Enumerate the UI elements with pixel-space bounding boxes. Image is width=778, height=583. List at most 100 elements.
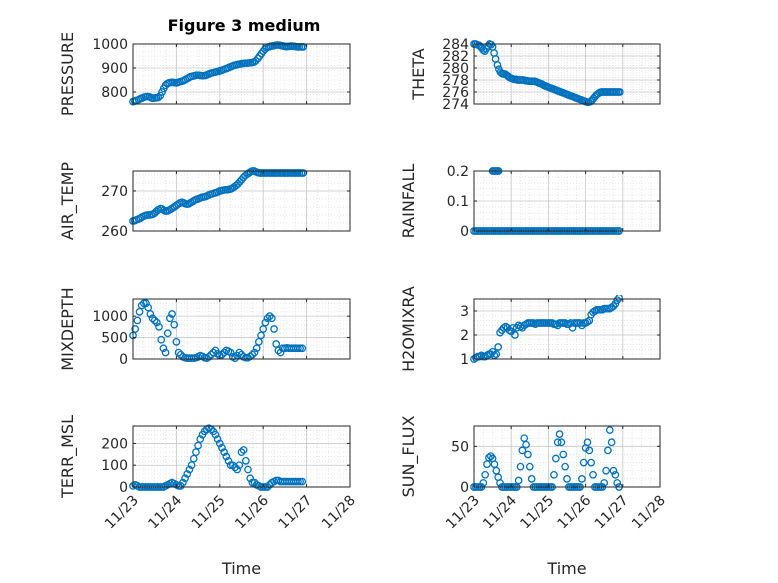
data-point <box>583 438 592 447</box>
y-tick-label: 260 <box>101 224 128 240</box>
data-point <box>161 348 170 357</box>
data-series <box>129 41 307 106</box>
data-point <box>611 470 620 479</box>
y-axis-label: MIXDEPTH <box>58 287 77 370</box>
data-point <box>174 348 183 357</box>
data-point <box>142 299 150 308</box>
data-point <box>600 479 609 487</box>
data-point <box>557 438 566 447</box>
data-point <box>150 316 159 325</box>
data-point <box>155 323 163 331</box>
y-tick-label: 282 <box>442 49 469 65</box>
data-point <box>187 461 196 470</box>
data-point <box>604 446 612 455</box>
y-tick-label: 0 <box>460 480 469 496</box>
y-tick-label: 200 <box>101 436 128 452</box>
y-tick-label: 0 <box>119 480 128 496</box>
data-point <box>213 435 222 443</box>
x-axis-label: Time <box>221 559 261 578</box>
y-tick-label: 1000 <box>92 309 128 325</box>
data-point <box>485 453 493 462</box>
y-tick-label: 500 <box>101 331 128 347</box>
data-point <box>146 310 155 318</box>
data-point <box>251 56 260 65</box>
y-axis-label: THETA <box>409 48 428 100</box>
data-point <box>259 325 268 333</box>
y-axis-label: SUN_FLUX <box>399 416 419 498</box>
data-point <box>231 463 239 472</box>
y-axis: 1 2 3 <box>460 304 660 368</box>
data-point <box>250 348 259 357</box>
data-point <box>261 318 270 327</box>
y-tick-label: 900 <box>101 61 128 77</box>
x-tick-label: 11/26 <box>555 492 595 532</box>
y-tick-label: 100 <box>101 458 128 474</box>
axes-box <box>473 43 661 105</box>
data-point <box>493 61 502 69</box>
data-point <box>514 476 523 485</box>
data-point <box>185 199 193 208</box>
data-point <box>153 318 161 327</box>
data-point <box>235 461 244 470</box>
x-tick-label: 11/26 <box>232 492 272 532</box>
y-tick-label: 280 <box>442 61 469 77</box>
data-point <box>158 88 166 96</box>
data-point <box>140 299 148 308</box>
subplot-pressure: 800 900 1000 PRESSURE <box>58 32 351 116</box>
data-point <box>607 438 616 447</box>
y-tick-label: 1 <box>460 352 469 368</box>
axes-box <box>132 298 351 360</box>
data-point <box>284 169 293 177</box>
data-point <box>135 308 144 316</box>
data-point <box>602 466 610 475</box>
data-point <box>615 88 624 96</box>
data-point <box>189 454 198 463</box>
subplot-terr_msl: 11/23 11/24 11/25 11/26 11/27 11/28 0 100 200 TER… <box>58 415 359 578</box>
data-point <box>273 169 282 177</box>
y-axis: 800 900 1000 <box>92 37 350 101</box>
data-point <box>215 439 224 448</box>
data-point <box>255 338 263 346</box>
data-point <box>143 211 152 219</box>
data-point <box>294 477 302 486</box>
data-point <box>233 465 242 474</box>
data-point <box>589 470 597 479</box>
data-point <box>226 348 235 357</box>
data-point <box>525 462 534 471</box>
data-point <box>274 346 283 355</box>
data-point <box>494 343 503 351</box>
data-point <box>296 477 304 486</box>
data-point <box>205 353 213 361</box>
data-point <box>211 430 220 439</box>
data-point <box>144 303 153 312</box>
y-tick-label: 1000 <box>92 37 128 53</box>
data-series <box>129 299 307 362</box>
minor-grid <box>132 425 351 488</box>
y-tick-label: 0 <box>119 352 128 368</box>
axes-box <box>473 298 661 360</box>
data-point <box>555 430 564 438</box>
data-point <box>222 452 231 461</box>
data-point <box>166 314 174 323</box>
data-point <box>148 314 157 323</box>
x-tick-label: 11/27 <box>276 493 316 533</box>
data-point <box>609 466 618 475</box>
y-tick-label: 2 <box>460 328 469 344</box>
y-axis-label: PRESSURE <box>58 32 77 116</box>
data-point <box>244 465 252 474</box>
data-point <box>226 461 235 470</box>
data-point <box>181 474 189 483</box>
data-point <box>272 340 281 348</box>
x-axis-label: Time <box>546 559 586 578</box>
data-point <box>516 462 525 471</box>
data-point <box>252 344 261 353</box>
data-point <box>156 91 165 100</box>
y-tick-label: 0.1 <box>447 194 469 210</box>
data-point <box>615 295 623 302</box>
y-tick-label: 276 <box>442 85 469 101</box>
data-point <box>481 470 490 479</box>
minor-grid <box>473 299 661 360</box>
data-point <box>248 350 257 359</box>
